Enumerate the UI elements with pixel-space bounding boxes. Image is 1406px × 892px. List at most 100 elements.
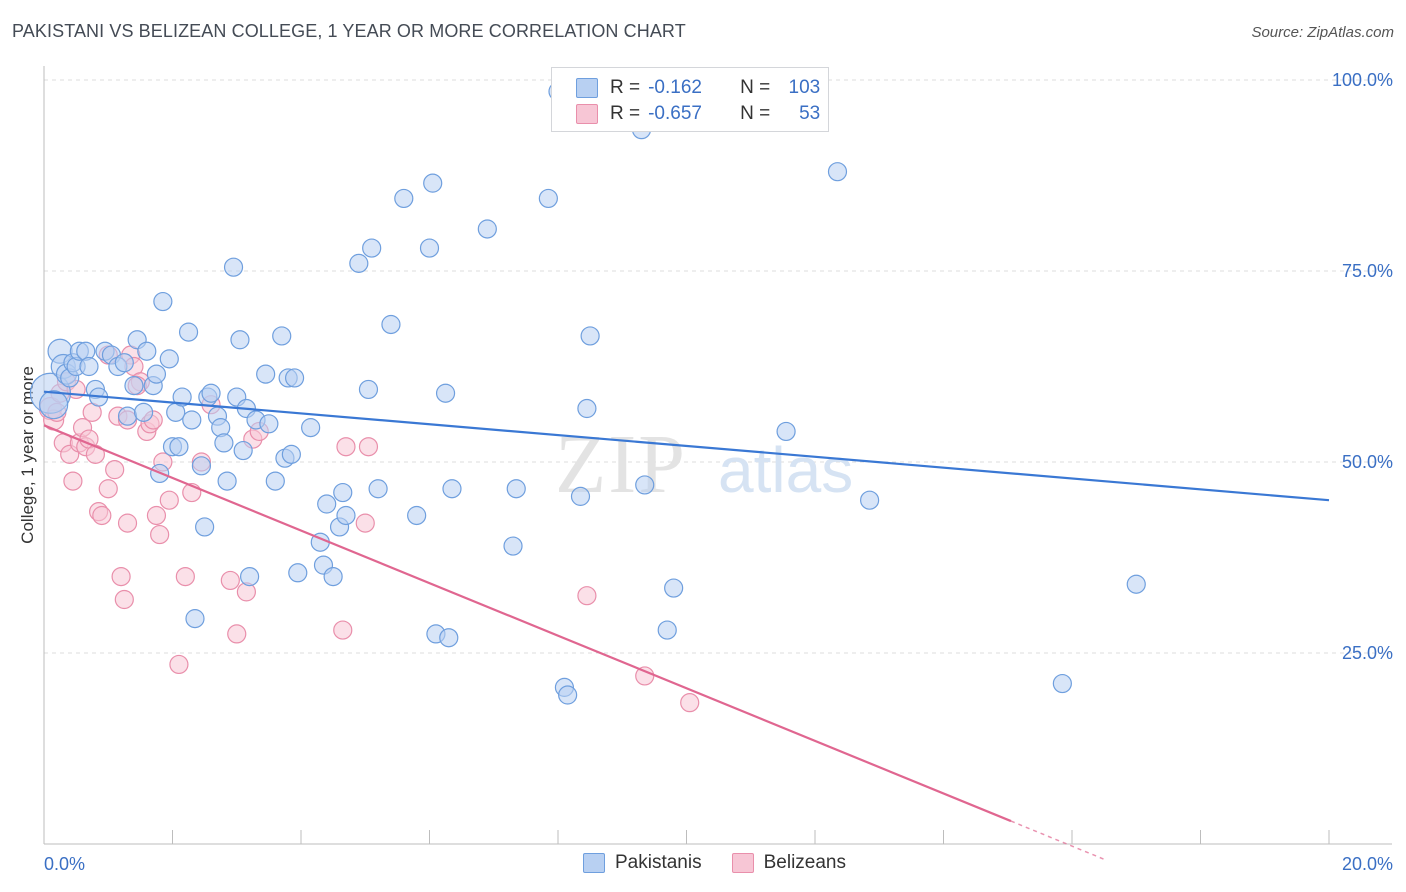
belizeans-point xyxy=(220,570,240,591)
belizeans-point xyxy=(98,479,118,499)
belizeans-point xyxy=(146,505,167,526)
pakistanis-point xyxy=(217,471,237,491)
pakistanis-point xyxy=(79,356,99,377)
pakistanis-point xyxy=(191,456,212,476)
legend-r-label: R = xyxy=(610,77,641,98)
belizeans-point xyxy=(117,513,138,533)
pakistanis-point xyxy=(288,563,308,583)
pakistanis-point xyxy=(580,326,600,346)
pakistanis-point xyxy=(323,566,343,587)
pakistanis-point xyxy=(407,505,427,526)
pakistanis-point xyxy=(301,418,321,438)
belizeans-trend-extension xyxy=(1010,820,1105,860)
pakistanis-point xyxy=(233,440,253,461)
watermark: ZIP atlas xyxy=(555,418,853,511)
belizeans-point xyxy=(92,505,112,526)
pakistanis-point xyxy=(577,398,597,419)
pakistanis-point xyxy=(1052,673,1072,694)
pakistanis-point xyxy=(284,368,305,388)
pakistanis-point xyxy=(503,536,523,556)
pakistanis-point xyxy=(657,620,677,640)
pakistanis-point xyxy=(558,685,578,705)
pakistanis-point xyxy=(635,475,655,495)
legend-swatch-pakistanis xyxy=(583,853,605,873)
tick-labels: 25.0% 50.0% 75.0% 100.0% 0.0% 20.0% xyxy=(44,70,1393,874)
pakistanis-points xyxy=(29,81,1146,705)
trend-lines xyxy=(43,390,1330,860)
pakistanis-point xyxy=(477,219,497,239)
pakistanis-trend-line xyxy=(43,390,1330,502)
pakistanis-point xyxy=(538,188,558,209)
legend-r-label: R = xyxy=(610,103,641,124)
correlation-legend: R = -0.162 N = 103 R = -0.657 N = 53 xyxy=(551,67,829,132)
pakistanis-point xyxy=(178,322,199,342)
gridlines xyxy=(44,79,1392,654)
legend-n-value: 53 xyxy=(799,103,821,124)
legend-swatch-pakistanis xyxy=(576,78,598,98)
pakistanis-point xyxy=(860,490,880,510)
pakistanis-point xyxy=(214,433,234,453)
pakistanis-point xyxy=(195,517,215,537)
pakistanis-point xyxy=(317,494,337,514)
belizeans-point xyxy=(175,566,195,587)
belizeans-point xyxy=(63,471,83,491)
pakistanis-point xyxy=(362,238,382,258)
belizeans-point xyxy=(105,460,125,480)
source-credit: Source: ZipAtlas.com xyxy=(1251,24,1394,41)
chart-title: PAKISTANI VS BELIZEAN COLLEGE, 1 YEAR OR… xyxy=(12,21,686,41)
pakistanis-point xyxy=(358,379,379,400)
legend-swatch-belizeans xyxy=(731,853,754,873)
pakistanis-point xyxy=(114,353,134,373)
pakistanis-point xyxy=(182,410,202,430)
belizeans-trend-line xyxy=(43,424,1012,823)
pakistanis-point xyxy=(185,609,205,629)
pakistanis-point xyxy=(124,376,144,396)
belizeans-point xyxy=(227,624,247,644)
pakistanis-point xyxy=(394,188,414,209)
series-legend: Pakistanis Belizeans xyxy=(583,852,876,874)
belizeans-point xyxy=(680,693,700,713)
legend-row-pakistanis: R = -0.162 N = 103 xyxy=(576,75,820,101)
legend-item-pakistanis[interactable]: Pakistanis xyxy=(583,852,702,874)
pakistanis-point xyxy=(201,383,221,403)
pakistanis-point xyxy=(349,253,369,273)
legend-swatch-belizeans xyxy=(576,104,598,124)
belizeans-point xyxy=(358,437,379,457)
x-tick-label: 0.0% xyxy=(44,854,85,874)
belizeans-point xyxy=(150,524,170,545)
belizeans-point xyxy=(159,490,179,510)
pakistanis-point xyxy=(368,479,388,499)
pakistanis-point xyxy=(776,421,796,442)
belizeans-point xyxy=(333,620,353,640)
pakistanis-point xyxy=(146,364,167,384)
pakistanis-point xyxy=(117,406,138,426)
belizeans-point xyxy=(169,654,189,675)
pakistanis-point xyxy=(442,479,462,499)
belizeans-point xyxy=(577,586,597,606)
legend-r-value: -0.162 xyxy=(648,77,702,98)
pakistanis-point xyxy=(336,505,356,526)
legend-item-belizeans[interactable]: Belizeans xyxy=(731,852,846,874)
axes xyxy=(43,66,1392,845)
pakistanis-point xyxy=(272,326,292,346)
pakistanis-point xyxy=(133,402,154,422)
legend-n-label: N = xyxy=(740,103,771,124)
pakistanis-point xyxy=(333,482,353,503)
watermark-atlas: atlas xyxy=(718,434,853,506)
pakistanis-point xyxy=(419,238,440,258)
pakistanis-point xyxy=(435,383,456,403)
pakistanis-point xyxy=(223,257,244,277)
pakistanis-point xyxy=(439,628,459,648)
pakistanis-point xyxy=(570,486,591,506)
pakistanis-point xyxy=(169,437,189,457)
pakistanis-point xyxy=(381,314,401,335)
pakistanis-point xyxy=(827,162,848,182)
pakistanis-point xyxy=(265,471,285,491)
pakistanis-point xyxy=(159,349,179,369)
belizeans-point xyxy=(114,589,134,610)
legend-r-value: -0.657 xyxy=(648,103,702,124)
pakistanis-point xyxy=(39,390,69,420)
y-tick-label: 50.0% xyxy=(1342,452,1393,472)
pakistanis-point xyxy=(281,444,301,464)
